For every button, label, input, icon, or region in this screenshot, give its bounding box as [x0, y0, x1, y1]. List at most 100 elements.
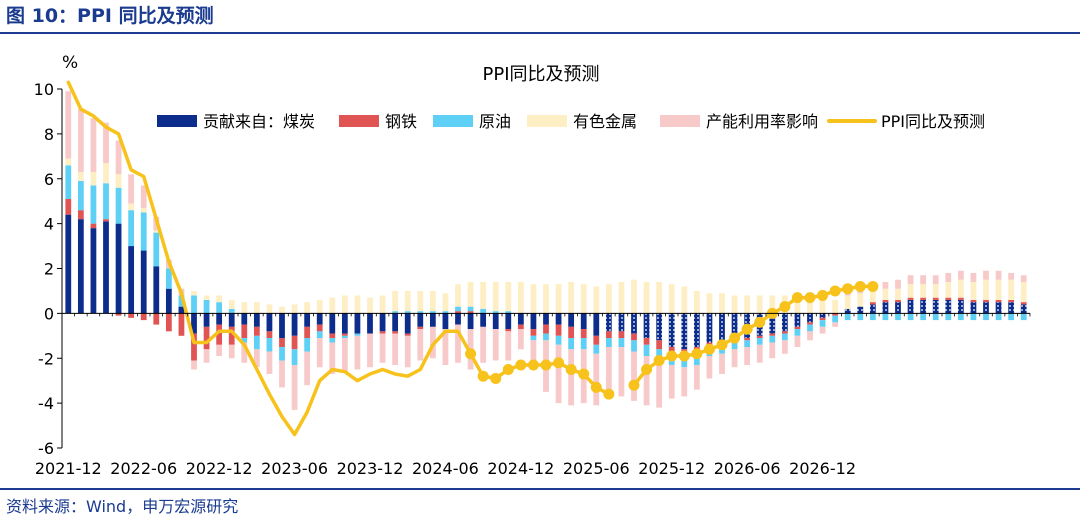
bar-3-40	[568, 338, 575, 350]
bar-3-54	[744, 340, 751, 348]
bar-2-27	[404, 333, 411, 336]
y-tick-label: 2	[44, 260, 54, 279]
bar-5-74	[995, 270, 1002, 280]
bar-1-59	[807, 313, 813, 323]
ppi-point-33	[477, 370, 489, 382]
bar-4-65	[882, 288, 889, 300]
x-tick-label: 2024-06	[412, 459, 479, 478]
y-tick-label: 4	[44, 215, 54, 234]
bar-5-61	[832, 322, 839, 327]
y-tick-label: 0	[44, 304, 54, 323]
source-rule	[0, 488, 1080, 490]
bar-1-36	[517, 313, 524, 325]
bar-1-27	[404, 313, 411, 334]
ppi-chart: % PPI同比及预测 -6 -4 -2 0 2 4 6 8 10 2021-12 2022-06 20…	[34, 53, 1031, 478]
bar-1-5	[128, 246, 135, 314]
bar-1-31	[455, 313, 461, 325]
bar-2-1	[77, 210, 84, 220]
bar-2-76	[1020, 302, 1027, 305]
bar-3-65	[882, 313, 889, 321]
bar-4-40	[568, 281, 575, 314]
ppi-point-61	[829, 285, 841, 297]
ppi-point-43	[603, 388, 615, 400]
ppi-point-32	[465, 348, 477, 360]
bar-1-10	[191, 313, 197, 334]
bar-2-64	[869, 302, 876, 305]
bar-1-8	[165, 288, 172, 314]
bar-1-60	[819, 313, 826, 318]
bar-5-54	[744, 347, 751, 365]
bar-2-36	[517, 324, 524, 330]
bar-4-43	[605, 284, 612, 314]
ppi-point-45	[628, 379, 640, 391]
legend-label-4: 有色金属	[573, 112, 637, 131]
bar-2-20	[316, 324, 323, 332]
bar-5-48	[668, 364, 675, 399]
bar-4-33	[480, 281, 487, 309]
bar-4-52	[719, 293, 725, 314]
bar-3-59	[807, 324, 813, 332]
bar-1-46	[643, 313, 650, 339]
ppi-point-55	[754, 316, 766, 328]
bar-3-28	[417, 311, 424, 314]
bar-3-56	[769, 335, 776, 343]
title-rule	[0, 32, 1080, 34]
bar-1-14	[241, 313, 248, 325]
bar-4-37	[530, 284, 537, 314]
ppi-point-49	[678, 350, 690, 362]
ppi-point-47	[653, 354, 665, 366]
bar-5-25	[379, 333, 386, 363]
bar-5-50	[693, 364, 700, 390]
bar-3-22	[341, 335, 348, 339]
bar-4-18	[291, 304, 298, 314]
bar-1-40	[568, 313, 575, 327]
bar-4-10	[191, 290, 197, 296]
bar-1-1	[77, 219, 84, 314]
bar-5-3	[103, 122, 109, 164]
bar-3-35	[505, 311, 512, 314]
source-note: 资料来源：Wind，申万宏源研究	[6, 497, 239, 516]
bar-4-31	[455, 284, 461, 307]
x-tick-label: 2025-12	[638, 459, 705, 478]
bar-5-24	[367, 333, 373, 368]
ppi-point-34	[490, 372, 502, 384]
ppi-point-36	[515, 359, 527, 371]
bar-4-25	[379, 295, 386, 314]
bar-2-38	[543, 324, 549, 334]
ppi-point-50	[691, 348, 703, 360]
ppi-point-54	[741, 323, 753, 335]
bar-1-47	[656, 313, 663, 341]
bar-1-69	[932, 299, 939, 314]
bar-1-21	[329, 313, 336, 334]
bar-4-50	[693, 290, 700, 314]
bar-4-68	[920, 284, 927, 298]
x-tick-label: 2023-12	[337, 459, 404, 478]
bar-3-69	[932, 313, 939, 321]
bar-1-68	[920, 299, 927, 314]
bar-3-29	[429, 311, 436, 314]
bar-4-35	[505, 281, 512, 312]
bar-5-31	[455, 324, 461, 363]
bar-4-76	[1020, 281, 1027, 303]
bar-2-13	[228, 326, 235, 345]
bar-4-73	[983, 279, 989, 300]
bar-4-74	[995, 279, 1002, 300]
bar-4-46	[643, 281, 650, 314]
bar-2-41	[580, 329, 587, 339]
bar-5-28	[417, 329, 424, 361]
bar-5-53	[731, 349, 738, 368]
bar-5-72	[970, 272, 977, 282]
bar-4-66	[895, 288, 901, 300]
bar-5-42	[593, 353, 600, 406]
bar-2-26	[392, 331, 399, 334]
bar-2-48	[668, 347, 675, 354]
x-tick-label: 2024-12	[487, 459, 554, 478]
bar-2-11	[203, 326, 210, 350]
bar-4-59	[807, 297, 813, 314]
legend-swatch-3	[433, 115, 473, 127]
bar-5-59	[807, 331, 813, 341]
bar-2-4	[115, 313, 122, 316]
bar-1-39	[555, 313, 562, 325]
bar-2-69	[932, 297, 939, 300]
bar-2-10	[191, 333, 197, 361]
